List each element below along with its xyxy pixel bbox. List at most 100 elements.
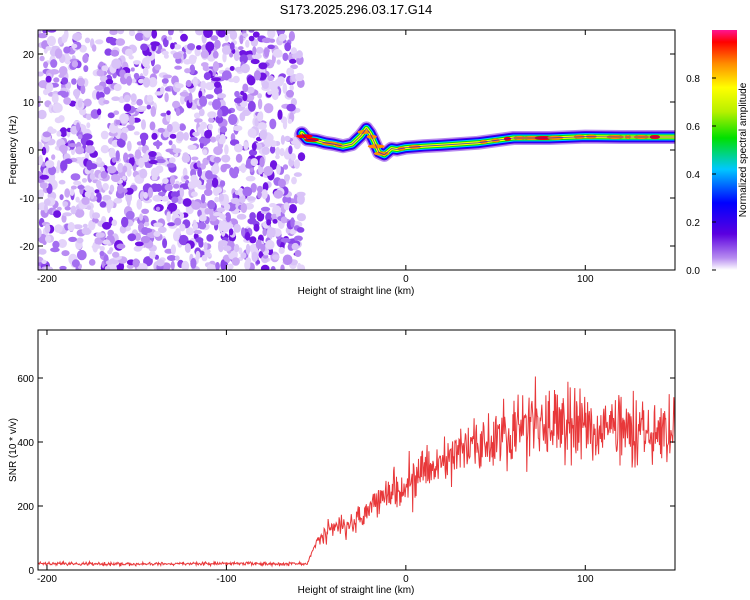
noise-speckle	[100, 170, 108, 179]
noise-speckle	[106, 165, 117, 174]
noise-speckle	[296, 227, 305, 233]
noise-layer	[38, 30, 306, 270]
noise-speckle	[214, 39, 221, 50]
noise-speckle	[203, 242, 208, 251]
noise-speckle	[102, 239, 111, 245]
noise-speckle	[127, 233, 137, 242]
noise-speckle	[263, 47, 270, 58]
noise-speckle	[73, 224, 83, 230]
noise-speckle	[77, 99, 83, 108]
noise-speckle	[170, 260, 175, 270]
noise-speckle	[179, 30, 184, 34]
noise-speckle	[256, 185, 263, 193]
noise-speckle	[51, 154, 56, 160]
noise-speckle	[39, 174, 49, 180]
noise-speckle	[75, 196, 80, 203]
noise-speckle	[215, 115, 224, 124]
noise-speckle	[255, 239, 262, 250]
noise-speckle	[240, 100, 248, 108]
noise-speckle	[143, 221, 150, 227]
noise-speckle	[136, 98, 144, 106]
noise-speckle	[121, 127, 129, 134]
noise-speckle	[255, 46, 264, 54]
snr-y-ticks: 0 200 400 600	[17, 374, 675, 577]
noise-speckle	[38, 33, 48, 39]
noise-speckle	[156, 259, 165, 267]
noise-speckle	[45, 75, 52, 83]
noise-speckle	[47, 126, 54, 133]
noise-speckle	[148, 77, 158, 88]
noise-speckle	[166, 123, 173, 133]
noise-speckle	[252, 31, 260, 38]
noise-speckle	[103, 86, 111, 95]
noise-speckle	[262, 254, 269, 259]
noise-speckle	[115, 119, 121, 125]
noise-speckle	[275, 154, 280, 160]
noise-speckle	[278, 178, 286, 188]
noise-speckle	[288, 31, 295, 42]
noise-speckle	[122, 175, 127, 181]
noise-speckle	[75, 146, 85, 155]
noise-speckle	[104, 265, 110, 270]
noise-speckle	[198, 214, 207, 222]
noise-speckle	[83, 65, 89, 73]
noise-speckle	[205, 41, 215, 52]
spectrogram-y-label: Frequency (Hz)	[8, 116, 19, 185]
noise-speckle	[161, 195, 169, 202]
noise-speckle	[167, 222, 176, 227]
noise-speckle	[173, 230, 180, 242]
noise-speckle	[128, 115, 135, 126]
noise-speckle	[126, 75, 133, 86]
noise-speckle	[38, 227, 42, 239]
noise-speckle	[278, 33, 288, 41]
noise-speckle	[187, 144, 197, 150]
noise-speckle	[45, 46, 52, 51]
noise-speckle	[95, 39, 104, 45]
noise-speckle	[52, 240, 60, 249]
noise-speckle	[166, 163, 176, 168]
noise-speckle	[113, 83, 122, 92]
noise-speckle	[194, 118, 203, 123]
noise-speckle	[73, 88, 81, 98]
y-tick-label: 200	[17, 502, 34, 513]
noise-speckle	[50, 59, 58, 68]
noise-speckle	[39, 55, 45, 62]
noise-speckle	[125, 210, 135, 220]
noise-speckle	[239, 54, 248, 64]
noise-speckle	[257, 98, 263, 110]
noise-speckle	[42, 131, 52, 138]
noise-speckle	[143, 192, 149, 199]
noise-speckle	[271, 89, 279, 101]
spectrogram-x-label: Height of straight line (km)	[298, 286, 415, 297]
noise-speckle	[257, 93, 262, 99]
noise-speckle	[111, 58, 122, 70]
figure-title: S173.2025.296.03.17.G14	[280, 2, 433, 17]
noise-speckle	[201, 193, 206, 204]
noise-speckle	[284, 174, 290, 182]
noise-speckle	[215, 186, 222, 194]
noise-speckle	[151, 30, 158, 39]
noise-speckle	[179, 91, 190, 97]
noise-speckle	[68, 143, 77, 148]
noise-speckle	[38, 248, 47, 255]
noise-speckle	[103, 100, 110, 105]
noise-speckle	[250, 183, 257, 193]
noise-speckle	[213, 156, 222, 163]
noise-speckle	[295, 72, 304, 82]
noise-speckle	[173, 183, 180, 189]
noise-speckle	[246, 176, 255, 181]
noise-speckle	[84, 191, 91, 198]
noise-speckle	[166, 211, 171, 223]
noise-speckle	[137, 105, 147, 111]
noise-speckle	[95, 192, 102, 203]
x-tick-label: -200	[37, 574, 57, 585]
spectrogram-y-ticks: -20 -10 0 10 20	[20, 50, 675, 253]
noise-speckle	[142, 67, 149, 77]
noise-speckle	[251, 251, 258, 263]
noise-speckle	[111, 219, 118, 227]
noise-speckle	[293, 172, 302, 177]
noise-speckle	[192, 131, 200, 137]
noise-speckle	[85, 140, 94, 147]
noise-speckle	[101, 65, 109, 72]
noise-speckle	[63, 97, 72, 105]
